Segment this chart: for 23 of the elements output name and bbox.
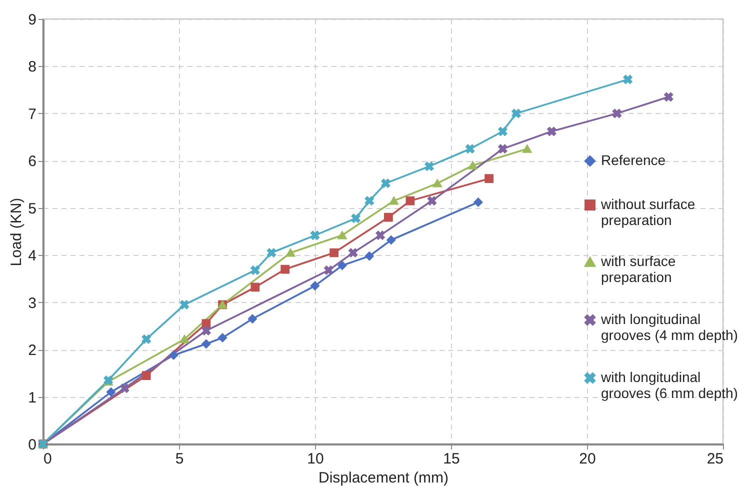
legend-label: Reference: [601, 152, 666, 168]
y-tick-label: 8: [28, 58, 36, 76]
x-tick-label: 5: [175, 450, 184, 468]
y-tick-label: 1: [28, 389, 36, 406]
y-tick-label: 2: [28, 342, 36, 360]
y-tick-label: 6: [28, 153, 36, 170]
y-tick-label: 5: [28, 200, 36, 218]
y-tick-label: 4: [28, 248, 36, 265]
x-tick-label: 15: [443, 450, 460, 468]
y-tick-label: 9: [28, 12, 36, 28]
y-axis-title: Load (KN): [8, 198, 26, 266]
x-tick-label: 20: [579, 450, 596, 468]
x-tick-label: 0: [44, 450, 52, 468]
y-tick-label: 3: [28, 294, 36, 312]
y-tick-label: 7: [28, 106, 36, 123]
legend-label: with longitudinal grooves (6 mm depth): [600, 369, 738, 401]
legend-label: with longitudinal grooves (4 mm depth): [600, 311, 738, 343]
legend-label: without surface preparation: [600, 196, 696, 228]
legend-label: with surface preparation: [600, 253, 676, 285]
y-tick-label: 0: [28, 436, 36, 454]
x-axis-title: Displacement (mm): [318, 470, 449, 486]
x-tick-label: 10: [307, 450, 324, 468]
x-tick-label: 25: [706, 450, 724, 468]
